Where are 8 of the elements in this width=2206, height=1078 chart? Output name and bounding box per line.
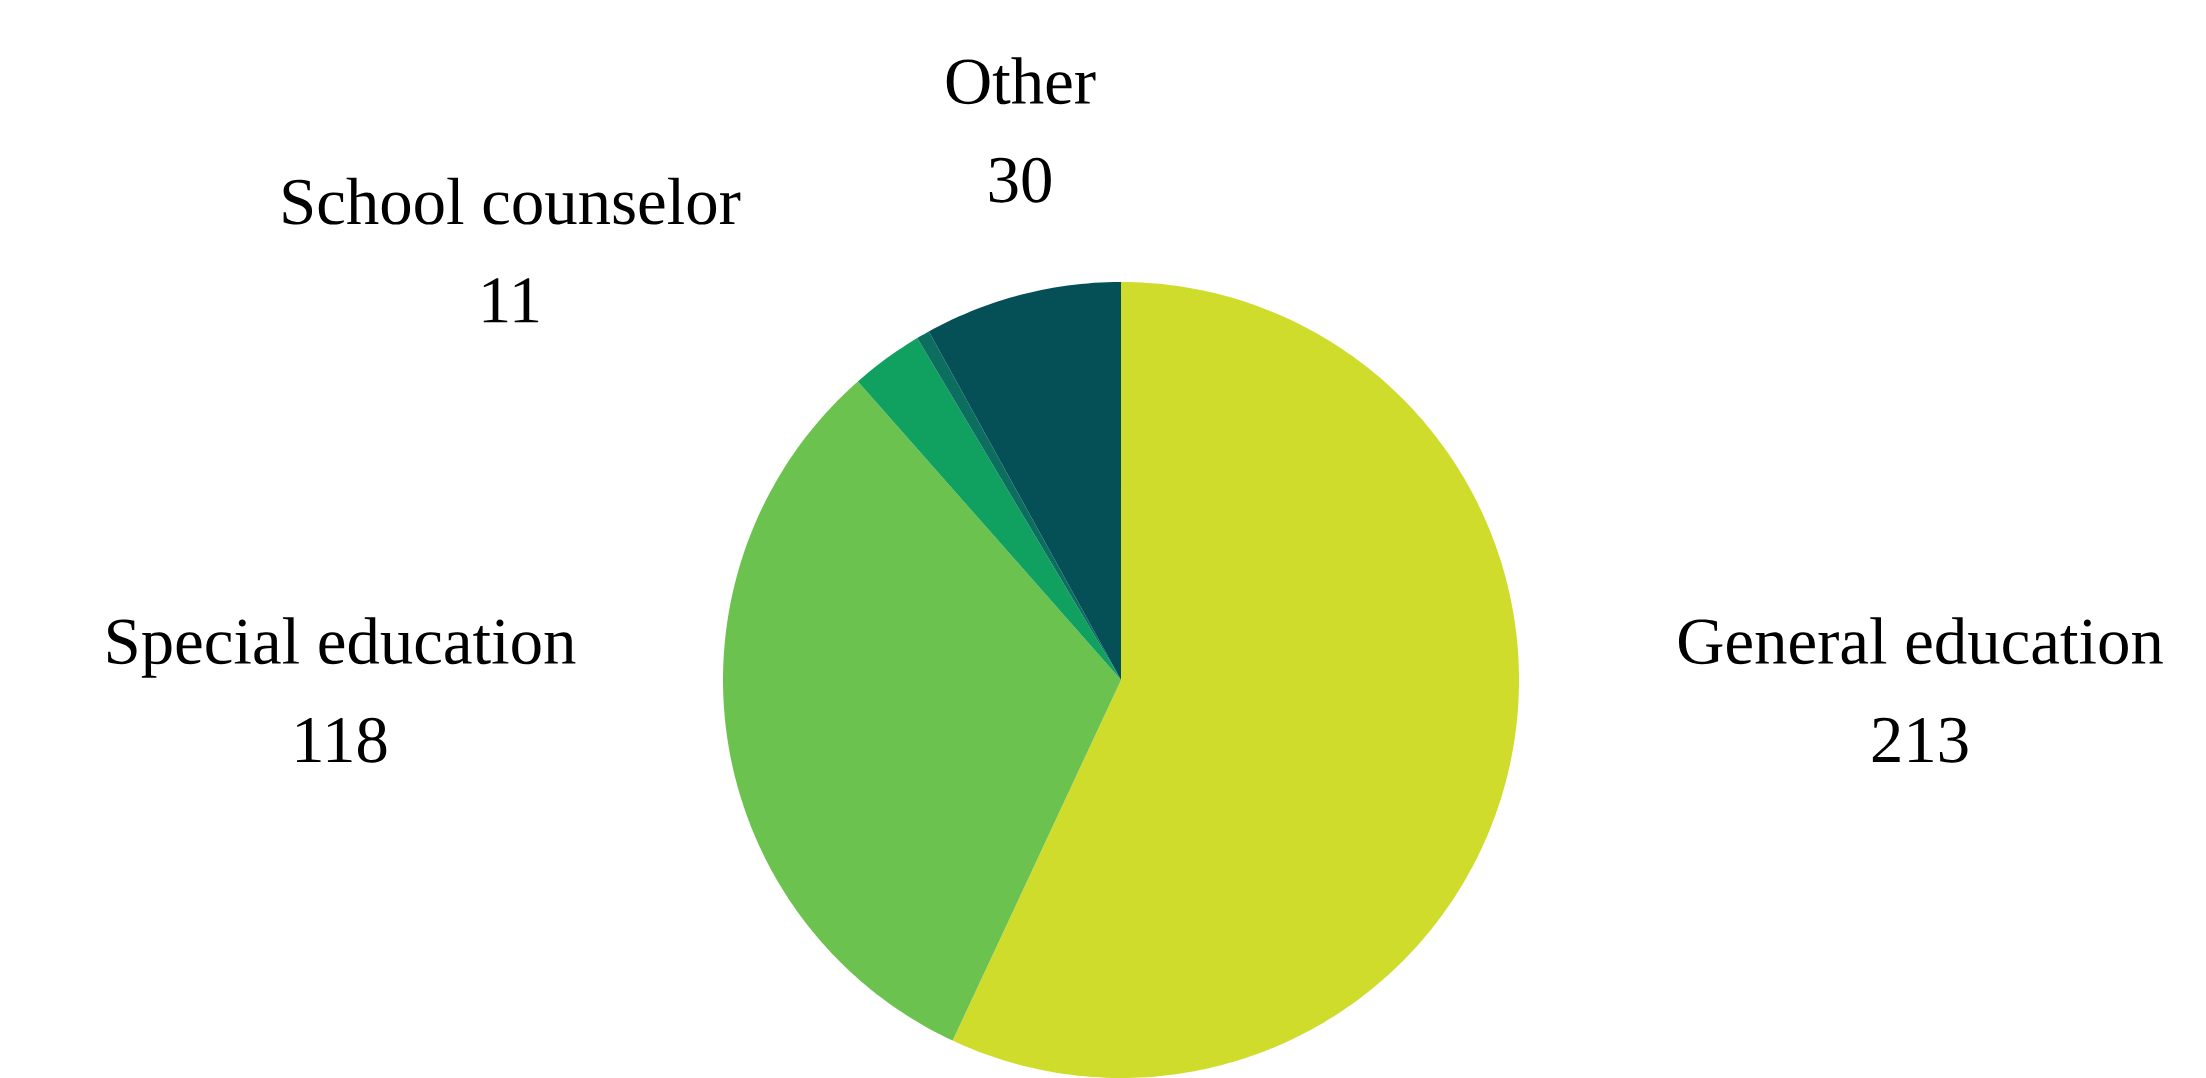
data-label: 30 [989, 157, 1051, 203]
data-label: 213 [1872, 717, 1968, 763]
slice-label: Other [946, 57, 1096, 105]
slice-label: School counselor [283, 177, 741, 225]
slice-label: Special education [108, 617, 576, 678]
slice-label: General education [1678, 617, 2163, 665]
data-label: 118 [297, 717, 387, 763]
data-label: 11 [483, 278, 539, 323]
